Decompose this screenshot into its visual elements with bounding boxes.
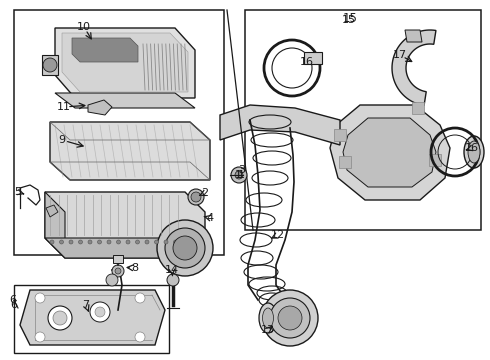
FancyBboxPatch shape bbox=[113, 255, 123, 263]
Circle shape bbox=[88, 240, 92, 244]
Circle shape bbox=[95, 307, 105, 317]
Circle shape bbox=[115, 268, 121, 274]
Polygon shape bbox=[330, 105, 450, 200]
Text: 15: 15 bbox=[343, 12, 357, 24]
Circle shape bbox=[90, 302, 110, 322]
Circle shape bbox=[126, 240, 130, 244]
Text: 12: 12 bbox=[271, 230, 285, 240]
Polygon shape bbox=[45, 192, 205, 258]
Polygon shape bbox=[72, 38, 138, 62]
Text: 9: 9 bbox=[58, 135, 66, 145]
Circle shape bbox=[112, 265, 124, 277]
Polygon shape bbox=[20, 290, 165, 345]
Polygon shape bbox=[343, 118, 436, 187]
Circle shape bbox=[173, 240, 177, 244]
Circle shape bbox=[136, 240, 140, 244]
Circle shape bbox=[145, 240, 149, 244]
Circle shape bbox=[165, 228, 205, 268]
Circle shape bbox=[191, 192, 201, 202]
Circle shape bbox=[270, 298, 310, 338]
Text: 3: 3 bbox=[239, 165, 245, 175]
Ellipse shape bbox=[468, 141, 480, 163]
FancyBboxPatch shape bbox=[304, 52, 322, 64]
Polygon shape bbox=[429, 154, 441, 166]
Circle shape bbox=[164, 240, 168, 244]
Circle shape bbox=[173, 236, 197, 260]
Ellipse shape bbox=[263, 308, 273, 328]
Circle shape bbox=[35, 293, 45, 303]
FancyBboxPatch shape bbox=[245, 10, 481, 230]
FancyBboxPatch shape bbox=[14, 10, 224, 255]
Text: 11: 11 bbox=[57, 102, 71, 112]
Text: 15: 15 bbox=[342, 15, 356, 25]
Circle shape bbox=[278, 306, 302, 330]
Text: 4: 4 bbox=[206, 213, 214, 223]
Ellipse shape bbox=[259, 303, 277, 333]
Circle shape bbox=[154, 240, 158, 244]
Polygon shape bbox=[334, 129, 346, 141]
Circle shape bbox=[262, 290, 318, 346]
Circle shape bbox=[53, 311, 67, 325]
Circle shape bbox=[98, 240, 101, 244]
Circle shape bbox=[106, 274, 118, 286]
Polygon shape bbox=[220, 105, 340, 145]
Polygon shape bbox=[50, 122, 210, 180]
Polygon shape bbox=[405, 30, 422, 42]
Text: 1: 1 bbox=[235, 170, 242, 180]
Text: 8: 8 bbox=[131, 263, 139, 273]
Text: 16: 16 bbox=[465, 143, 479, 153]
Text: 5: 5 bbox=[15, 187, 22, 197]
Text: 6: 6 bbox=[10, 300, 18, 310]
Polygon shape bbox=[88, 100, 112, 115]
Polygon shape bbox=[55, 28, 195, 98]
Text: 7: 7 bbox=[82, 300, 90, 310]
Text: 17: 17 bbox=[393, 50, 407, 60]
Polygon shape bbox=[45, 238, 205, 258]
Circle shape bbox=[48, 306, 72, 330]
Circle shape bbox=[188, 189, 204, 205]
Text: 10: 10 bbox=[77, 22, 91, 32]
Circle shape bbox=[69, 240, 73, 244]
Polygon shape bbox=[392, 30, 436, 105]
Polygon shape bbox=[412, 102, 424, 114]
Polygon shape bbox=[45, 192, 65, 258]
Polygon shape bbox=[339, 156, 351, 168]
Ellipse shape bbox=[464, 136, 484, 168]
Circle shape bbox=[157, 220, 213, 276]
Circle shape bbox=[50, 240, 54, 244]
Circle shape bbox=[231, 167, 247, 183]
Polygon shape bbox=[42, 55, 58, 75]
Text: 2: 2 bbox=[201, 188, 209, 198]
Circle shape bbox=[59, 240, 64, 244]
Polygon shape bbox=[55, 93, 195, 108]
Text: 14: 14 bbox=[165, 265, 179, 275]
Circle shape bbox=[78, 240, 82, 244]
Text: 6: 6 bbox=[9, 295, 16, 305]
Circle shape bbox=[135, 332, 145, 342]
Circle shape bbox=[43, 58, 57, 72]
Circle shape bbox=[235, 171, 243, 179]
Circle shape bbox=[135, 293, 145, 303]
Circle shape bbox=[167, 274, 179, 286]
Circle shape bbox=[107, 240, 111, 244]
Text: 16: 16 bbox=[300, 57, 314, 67]
Circle shape bbox=[35, 332, 45, 342]
Text: 1: 1 bbox=[238, 170, 245, 180]
Text: 13: 13 bbox=[261, 325, 275, 335]
Polygon shape bbox=[62, 33, 188, 92]
Polygon shape bbox=[46, 205, 58, 217]
Circle shape bbox=[117, 240, 121, 244]
